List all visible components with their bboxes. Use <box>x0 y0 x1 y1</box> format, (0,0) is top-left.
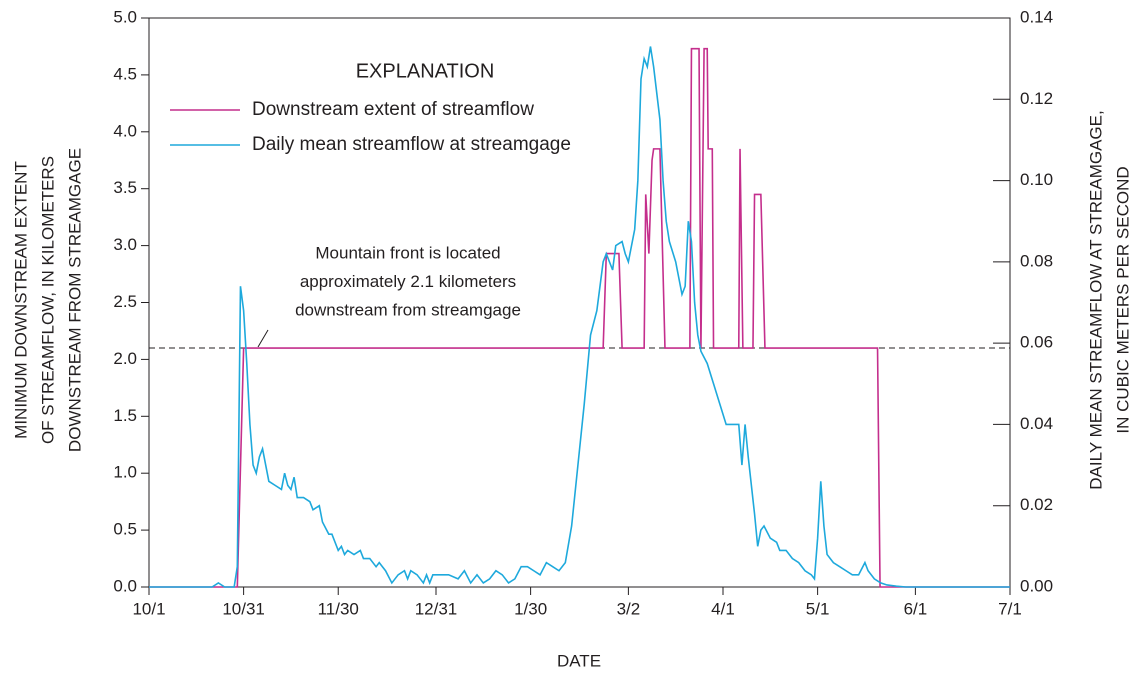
y-axis-label: OF STREAMFLOW, IN KILOMETERS <box>38 156 57 444</box>
x-tick-label: 4/1 <box>711 599 735 618</box>
series-line <box>149 46 1010 588</box>
y2-tick-label: 0.08 <box>1020 251 1053 270</box>
legend-title: EXPLANATION <box>356 60 495 82</box>
x-tick-label: 7/1 <box>998 599 1022 618</box>
annotation-leader <box>257 329 269 348</box>
x-axis-label: DATE <box>557 651 601 670</box>
y-tick-label: 2.5 <box>113 292 137 311</box>
y-tick-label: 4.0 <box>113 121 137 140</box>
x-tick-label: 10/1 <box>132 599 165 618</box>
x-tick-label: 10/31 <box>222 599 265 618</box>
x-tick-label: 3/2 <box>617 599 641 618</box>
x-tick-label: 6/1 <box>904 599 928 618</box>
y2-tick-label: 0.10 <box>1020 170 1053 189</box>
y2-axis-label: DAILY MEAN STREAMFLOW AT STREAMGAGE, <box>1086 110 1105 489</box>
x-tick-label: 11/30 <box>318 599 359 618</box>
y2-tick-label: 0.06 <box>1020 333 1053 352</box>
y-tick-label: 2.0 <box>113 349 137 368</box>
y2-tick-label: 0.14 <box>1020 7 1053 26</box>
y-tick-label: 1.5 <box>113 406 137 425</box>
y2-tick-label: 0.02 <box>1020 495 1053 514</box>
y2-tick-label: 0.00 <box>1020 576 1053 595</box>
series-line <box>149 47 1010 588</box>
x-tick-label: 12/31 <box>415 599 458 618</box>
y-tick-label: 3.5 <box>113 178 137 197</box>
y-tick-label: 0.5 <box>113 520 137 539</box>
annotation: approximately 2.1 kilometers <box>300 272 516 291</box>
y-tick-label: 4.5 <box>113 64 137 83</box>
annotation: Mountain front is located <box>315 243 500 262</box>
legend-label: Daily mean streamflow at streamgage <box>252 134 571 155</box>
y-tick-label: 0.0 <box>113 576 137 595</box>
y2-tick-label: 0.12 <box>1020 89 1053 108</box>
annotation: downstream from streamgage <box>295 300 521 319</box>
x-tick-label: 1/30 <box>514 599 547 618</box>
y-tick-label: 1.0 <box>113 463 137 482</box>
y-axis-label: DOWNSTREAM FROM STREAMGAGE <box>65 148 84 452</box>
y-tick-label: 3.0 <box>113 235 137 254</box>
x-tick-label: 5/1 <box>806 599 830 618</box>
y2-tick-label: 0.04 <box>1020 414 1053 433</box>
legend-label: Downstream extent of streamflow <box>252 99 534 120</box>
y2-axis-label: IN CUBIC METERS PER SECOND <box>1113 166 1132 433</box>
y-tick-label: 5.0 <box>113 7 137 26</box>
y-axis-label: MINIMUM DOWNSTREAM EXTENT <box>11 161 30 439</box>
